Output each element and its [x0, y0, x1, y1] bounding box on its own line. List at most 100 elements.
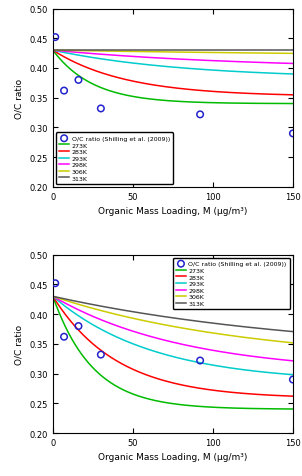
313K — [191, 48, 194, 54]
273K — [291, 407, 295, 412]
306K — [51, 294, 55, 299]
313K — [66, 297, 69, 303]
306K — [291, 340, 295, 346]
Line: 283K: 283K — [53, 51, 293, 96]
283K — [197, 386, 201, 391]
306K — [233, 334, 237, 339]
Line: 283K: 283K — [53, 297, 293, 397]
O/C ratio (Shilling et al. (2009)) — [53, 34, 58, 42]
306K — [258, 337, 262, 342]
273K — [191, 100, 194, 106]
306K — [66, 49, 69, 54]
Line: 298K: 298K — [53, 51, 293, 64]
313K — [291, 48, 295, 54]
298K — [233, 60, 237, 65]
298K — [191, 344, 194, 349]
O/C ratio (Shilling et al. (2009)) — [76, 323, 81, 330]
O/C ratio (Shilling et al. (2009)) — [53, 280, 58, 288]
293K — [191, 358, 194, 364]
306K — [258, 51, 262, 57]
283K — [191, 384, 194, 390]
273K — [51, 48, 55, 54]
283K — [66, 57, 69, 62]
293K — [233, 366, 237, 372]
283K — [258, 392, 262, 397]
313K — [258, 326, 262, 332]
293K — [51, 294, 55, 299]
313K — [233, 48, 237, 54]
283K — [204, 89, 207, 95]
313K — [204, 48, 207, 54]
273K — [51, 294, 55, 299]
306K — [197, 328, 201, 334]
298K — [197, 345, 201, 351]
273K — [66, 65, 69, 70]
283K — [191, 88, 194, 93]
273K — [291, 101, 295, 107]
Line: 306K: 306K — [53, 51, 293, 54]
283K — [291, 394, 295, 399]
283K — [258, 92, 262, 98]
Y-axis label: O/C ratio: O/C ratio — [15, 324, 24, 364]
298K — [191, 58, 194, 63]
273K — [197, 404, 201, 409]
Line: 273K: 273K — [53, 51, 293, 104]
298K — [51, 48, 55, 54]
298K — [258, 355, 262, 360]
273K — [204, 100, 207, 106]
306K — [204, 50, 207, 56]
Line: 306K: 306K — [53, 297, 293, 343]
293K — [291, 372, 295, 378]
273K — [233, 101, 237, 107]
273K — [258, 406, 262, 412]
Line: 298K: 298K — [53, 297, 293, 361]
293K — [51, 48, 55, 54]
Line: 293K: 293K — [53, 51, 293, 75]
X-axis label: Organic Mass Loading, M (μg/m³): Organic Mass Loading, M (μg/m³) — [98, 207, 248, 216]
O/C ratio (Shilling et al. (2009)) — [98, 105, 103, 113]
283K — [51, 48, 55, 54]
283K — [197, 88, 201, 94]
O/C ratio (Shilling et al. (2009)) — [62, 333, 66, 341]
313K — [51, 294, 55, 299]
293K — [66, 51, 69, 57]
293K — [204, 68, 207, 73]
313K — [51, 48, 55, 54]
273K — [258, 101, 262, 107]
298K — [66, 50, 69, 55]
313K — [197, 319, 201, 325]
O/C ratio (Shilling et al. (2009)) — [198, 111, 203, 119]
O/C ratio (Shilling et al. (2009)) — [291, 376, 295, 384]
Legend: O/C ratio (Shilling et al. (2009)), 273K, 283K, 293K, 298K, 306K, 313K: O/C ratio (Shilling et al. (2009)), 273K… — [56, 133, 173, 184]
273K — [233, 406, 237, 411]
O/C ratio (Shilling et al. (2009)) — [198, 357, 203, 365]
283K — [51, 294, 55, 299]
313K — [204, 320, 207, 326]
Line: 313K: 313K — [53, 297, 293, 332]
298K — [258, 60, 262, 66]
313K — [191, 318, 194, 324]
306K — [191, 327, 194, 333]
306K — [51, 48, 55, 54]
306K — [204, 329, 207, 335]
273K — [197, 100, 201, 106]
283K — [233, 390, 237, 396]
293K — [204, 361, 207, 367]
O/C ratio (Shilling et al. (2009)) — [62, 88, 66, 95]
293K — [191, 67, 194, 72]
313K — [233, 323, 237, 329]
283K — [66, 315, 69, 320]
306K — [233, 51, 237, 57]
293K — [258, 369, 262, 375]
306K — [197, 50, 201, 56]
O/C ratio (Shilling et al. (2009)) — [291, 130, 295, 138]
293K — [291, 72, 295, 78]
298K — [204, 347, 207, 352]
293K — [197, 360, 201, 366]
298K — [291, 61, 295, 67]
313K — [291, 329, 295, 335]
293K — [233, 69, 237, 75]
298K — [197, 58, 201, 64]
Line: 293K: 293K — [53, 297, 293, 375]
O/C ratio (Shilling et al. (2009)) — [76, 77, 81, 85]
